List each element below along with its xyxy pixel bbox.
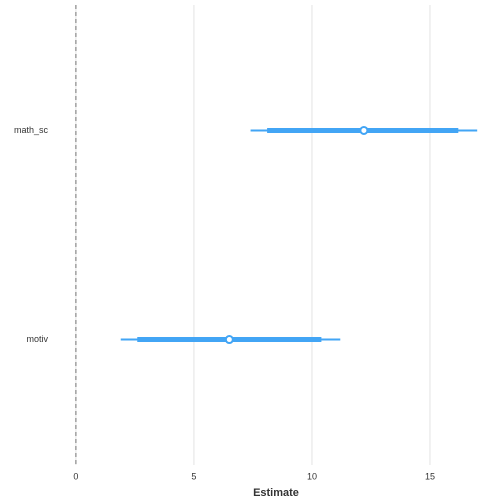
y-tick-label: motiv [26, 334, 48, 344]
y-tick-label: math_sc [14, 125, 49, 135]
estimate-point [224, 335, 234, 345]
x-axis-label: Estimate [253, 487, 299, 499]
x-tick-label: 15 [425, 471, 435, 481]
x-tick-label: 10 [307, 471, 317, 481]
x-tick-label: 0 [73, 471, 78, 481]
x-tick-label: 5 [191, 471, 196, 481]
estimate-point [359, 125, 369, 135]
